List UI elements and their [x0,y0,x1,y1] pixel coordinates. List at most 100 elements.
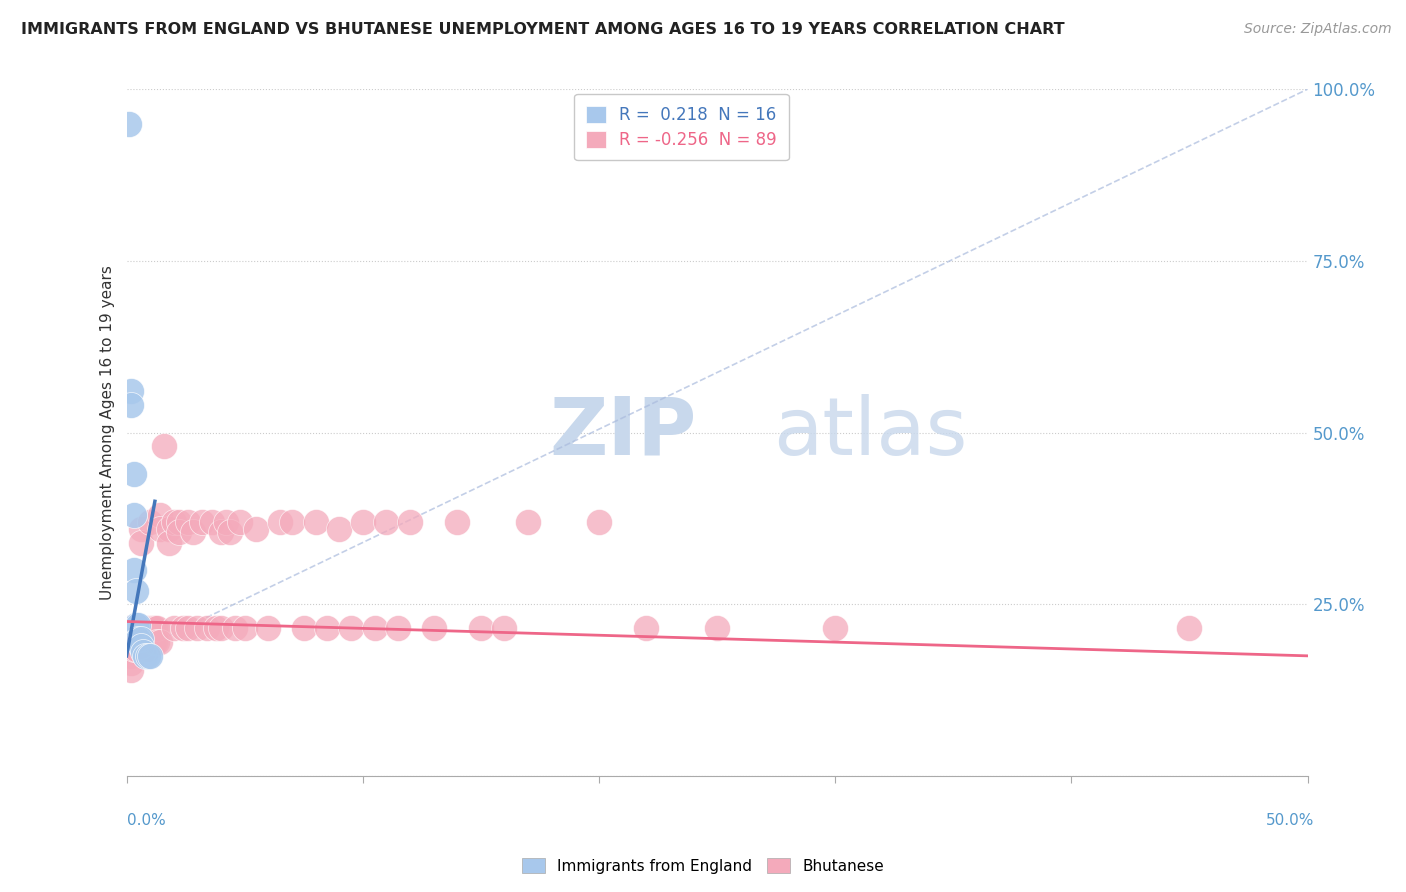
Point [141,635,163,649]
Point [200,515,222,529]
Point [177,621,200,635]
Point [134,621,156,635]
Point [120,648,142,663]
Point [153,439,176,453]
Point [149,635,172,649]
Point [122,632,145,646]
Point [139,632,162,646]
Point [120,642,142,657]
Point [120,621,142,635]
Point [129,632,152,646]
Point [257,621,280,635]
Point [143,635,166,649]
Point [163,621,186,635]
Point [127,621,149,635]
Point [120,635,142,649]
Point [141,621,163,635]
Point [122,467,145,481]
Point [127,618,149,632]
Point [181,525,204,540]
Point [120,398,142,412]
Point [139,648,162,663]
Text: atlas: atlas [773,393,967,472]
Point [122,563,145,577]
Point [149,508,172,522]
Point [387,621,409,635]
Point [636,621,658,635]
Point [191,515,214,529]
Text: ZIP: ZIP [548,393,696,472]
Point [233,621,256,635]
Point [340,621,363,635]
Point [132,642,155,657]
Point [186,621,208,635]
Point [118,635,141,649]
Legend: Immigrants from England, Bhutanese: Immigrants from England, Bhutanese [516,852,890,880]
Point [446,515,468,529]
Point [209,525,232,540]
Point [125,621,148,635]
Point [125,642,148,657]
Point [125,632,148,646]
Point [157,535,180,549]
Point [129,632,152,646]
Text: Source: ZipAtlas.com: Source: ZipAtlas.com [1244,22,1392,37]
Point [132,635,155,649]
Point [122,635,145,649]
Point [157,522,180,536]
Point [172,621,194,635]
Y-axis label: Unemployment Among Ages 16 to 19 years: Unemployment Among Ages 16 to 19 years [100,265,115,600]
Point [470,621,492,635]
Point [195,621,218,635]
Point [163,515,186,529]
Point [134,648,156,663]
Point [143,621,166,635]
Text: 50.0%: 50.0% [1267,814,1315,828]
Point [375,515,398,529]
Point [494,621,516,635]
Point [132,645,155,659]
Point [1178,621,1201,635]
Point [209,621,232,635]
Point [281,515,304,529]
Point [120,384,142,399]
Point [269,515,291,529]
Point [136,642,159,657]
Point [127,632,149,646]
Point [229,515,252,529]
Point [134,632,156,646]
Point [352,515,374,529]
Point [177,515,200,529]
Point [129,535,152,549]
Point [118,621,141,635]
Point [122,508,145,522]
Point [125,583,148,598]
Point [588,515,610,529]
Point [127,632,149,646]
Point [422,621,444,635]
Point [122,621,145,635]
Point [399,515,422,529]
Point [304,515,326,529]
Point [125,635,148,649]
Point [292,621,315,635]
Point [706,621,728,635]
Point [328,522,350,536]
Point [122,642,145,657]
Point [146,635,169,649]
Point [132,621,155,635]
Point [149,522,172,536]
Point [824,621,846,635]
Point [517,515,540,529]
Point [167,525,190,540]
Point [125,618,148,632]
Point [129,639,152,653]
Point [139,515,162,529]
Point [118,116,141,130]
Point [205,621,228,635]
Point [363,621,385,635]
Point [129,522,152,536]
Point [127,635,149,649]
Point [146,621,169,635]
Point [219,525,242,540]
